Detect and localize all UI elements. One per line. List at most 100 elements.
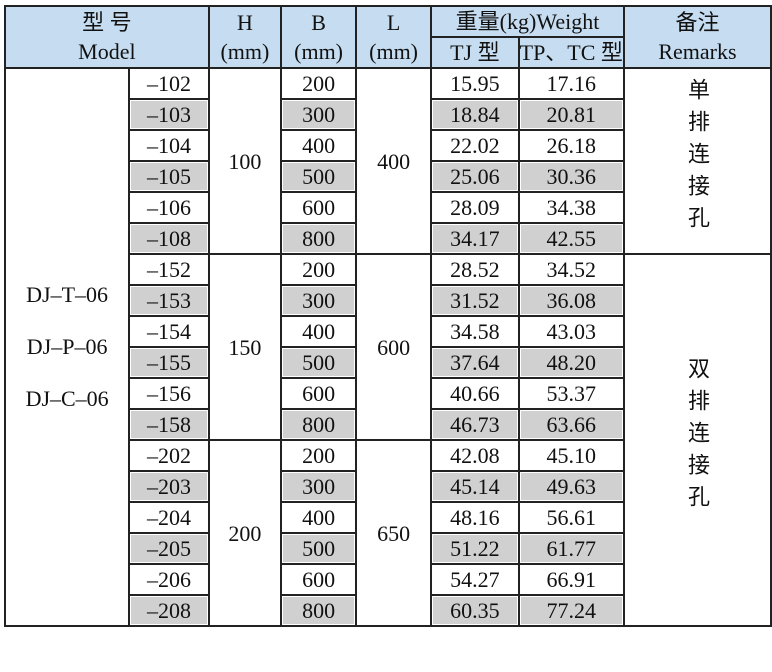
cell-text: 20.81 xyxy=(546,102,597,127)
cell-text: 650 xyxy=(377,520,411,546)
cell-text: 34.52 xyxy=(546,257,597,282)
header-cell: B (mm) xyxy=(280,5,358,69)
cell-text: –152 xyxy=(146,257,191,282)
table-row: –203 300 45.14 49.63 xyxy=(5,470,771,503)
table-cell: 31.52 xyxy=(430,284,520,317)
cell-text: 42.08 xyxy=(450,443,500,468)
cell-text: 51.22 xyxy=(450,536,500,561)
table-row: –103 300 18.84 20.81 xyxy=(5,98,771,131)
cell-text: 200 xyxy=(302,443,336,468)
cell-text: 56.61 xyxy=(546,505,597,530)
table-cell: 200 xyxy=(280,67,358,100)
remarks-cell: 单排连接孔 xyxy=(622,67,772,255)
table-cell: –104 xyxy=(128,129,210,162)
cell-text: –202 xyxy=(146,443,191,468)
cell-text: 46.73 xyxy=(450,412,500,437)
table-cell: –105 xyxy=(128,160,210,193)
table-cell: –206 xyxy=(128,563,210,596)
cell-text: 500 xyxy=(302,350,336,375)
cell-text: 800 xyxy=(302,598,336,623)
cell-text: 54.27 xyxy=(450,567,500,592)
cell-text: 77.24 xyxy=(546,598,597,623)
table-cell: 15.95 xyxy=(430,67,520,100)
cell-text: 34.38 xyxy=(546,195,597,220)
cell-text: –106 xyxy=(146,195,191,220)
cell-text: 60.35 xyxy=(450,598,500,623)
table-cell: –155 xyxy=(128,346,210,379)
cell-text: 600 xyxy=(302,195,336,220)
header-text: B xyxy=(311,10,326,35)
header-text: 备注 xyxy=(675,10,720,35)
table-cell: 34.17 xyxy=(430,222,520,255)
table-cell: 300 xyxy=(280,470,358,503)
table-cell: 51.22 xyxy=(430,532,520,565)
table-cell: –208 xyxy=(128,594,210,627)
table-cell: 800 xyxy=(280,594,358,627)
cell-text: 40.66 xyxy=(450,381,500,406)
cell-text: –103 xyxy=(146,102,191,127)
cell-text: –158 xyxy=(146,412,191,437)
model-text: DJ–T–06 xyxy=(26,282,109,307)
cell-text: 800 xyxy=(302,412,336,437)
table-cell: 56.61 xyxy=(517,501,625,534)
header-cell: 重量(kg)Weight xyxy=(430,5,625,38)
remarks-cell: 双排连接孔 xyxy=(622,253,772,627)
header-cell: TP、TC 型 xyxy=(517,36,625,69)
model-text: DJ–C–06 xyxy=(25,386,109,411)
table-cell: 54.27 xyxy=(430,563,520,596)
table-cell: 300 xyxy=(280,98,358,131)
cell-text: –105 xyxy=(146,164,191,189)
table-cell: 61.77 xyxy=(517,532,625,565)
table-cell: 42.08 xyxy=(430,439,520,472)
cell-text: 300 xyxy=(302,288,336,313)
table-cell: 100 xyxy=(207,67,283,255)
cell-text: 100 xyxy=(228,148,262,174)
cell-text: 63.66 xyxy=(546,412,597,437)
table-cell: 17.16 xyxy=(517,67,625,100)
cell-text: 30.36 xyxy=(546,164,597,189)
header-text: (mm) xyxy=(369,39,419,64)
table-cell: –202 xyxy=(128,439,210,472)
table-cell: 45.14 xyxy=(430,470,520,503)
table-row: DJ–T–06 DJ–P–06 DJ–C–06 –102 100 200 400 15.95 1… xyxy=(3,67,772,627)
table-cell: 400 xyxy=(280,315,358,348)
table-cell: 500 xyxy=(280,160,358,193)
cell-text: 53.37 xyxy=(546,381,597,406)
table-row: –158 800 46.73 63.66 xyxy=(5,408,771,441)
header-cell: H (mm) xyxy=(207,5,283,69)
cell-text: –156 xyxy=(146,381,191,406)
table-cell: 600 xyxy=(280,191,358,224)
table-row: –154 400 34.58 43.03 xyxy=(5,315,771,348)
table-cell: –153 xyxy=(128,284,210,317)
cell-text: –108 xyxy=(146,226,191,251)
table-cell: 34.38 xyxy=(517,191,625,224)
table-row: –156 600 40.66 53.37 xyxy=(5,377,771,410)
table-cell: 53.37 xyxy=(517,377,625,410)
table-cell: 34.52 xyxy=(517,253,625,286)
table-cell: 20.81 xyxy=(517,98,625,131)
remarks-text: 单排连接孔 xyxy=(684,77,710,238)
cell-text: –153 xyxy=(146,288,191,313)
model-text: DJ–P–06 xyxy=(26,334,108,359)
table-cell: 300 xyxy=(280,284,358,317)
cell-text: 34.58 xyxy=(450,319,500,344)
cell-text: 49.63 xyxy=(546,474,597,499)
cell-text: 150 xyxy=(228,334,262,360)
remarks-text: 双排连接孔 xyxy=(684,356,710,517)
header-text: (mm) xyxy=(294,39,344,64)
header-text: (mm) xyxy=(220,39,270,64)
cell-text: 200 xyxy=(302,257,336,282)
cell-text: –204 xyxy=(146,505,191,530)
table-cell: 25.06 xyxy=(430,160,520,193)
cell-text: 34.17 xyxy=(450,226,500,251)
cell-text: –154 xyxy=(146,319,191,344)
header-text: 型 号 xyxy=(82,10,132,35)
table-header: 型 号 Model H (mm) B (mm) L (mm) 重量(kg)Weight 备注 Rem… xyxy=(4,5,772,69)
cell-text: –102 xyxy=(146,71,191,96)
table-cell: 28.09 xyxy=(430,191,520,224)
table-cell: –156 xyxy=(128,377,210,410)
table-cell: –204 xyxy=(128,501,210,534)
table-cell: 150 xyxy=(207,253,283,441)
table-cell: 60.35 xyxy=(430,594,520,627)
